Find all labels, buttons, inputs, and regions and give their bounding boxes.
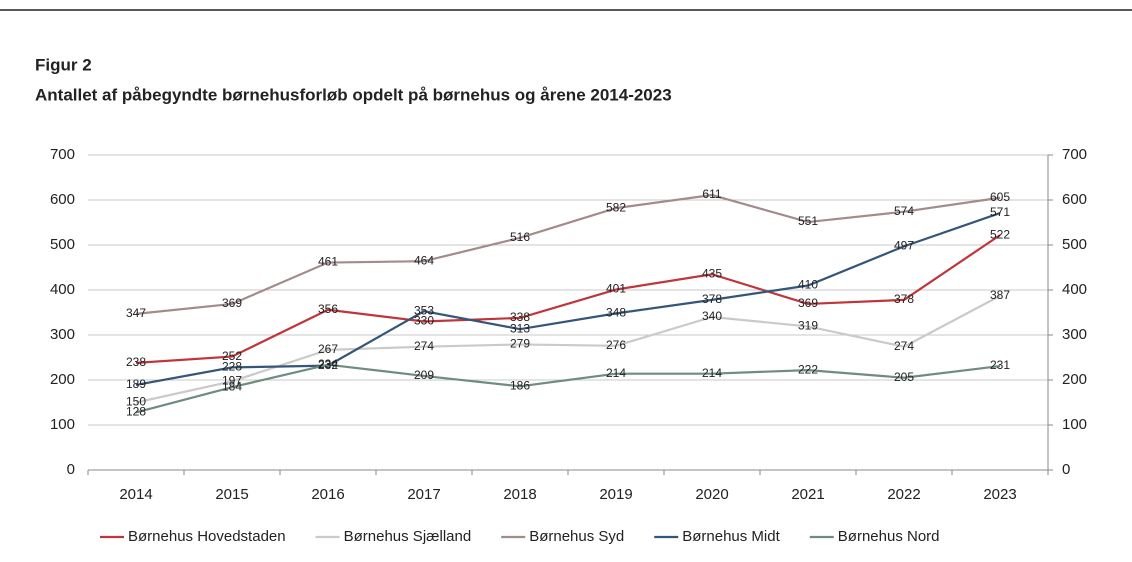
y-tick-label: 300 <box>50 326 75 343</box>
legend-label: Børnehus Sjælland <box>344 528 472 545</box>
y2-tick-label: 700 <box>1062 146 1087 163</box>
data-label: 209 <box>414 368 434 382</box>
data-label: 356 <box>318 302 338 316</box>
data-label: 338 <box>510 310 530 324</box>
data-label: 274 <box>894 339 914 353</box>
data-label: 464 <box>414 253 434 267</box>
data-label: 435 <box>702 266 722 280</box>
x-tick-label: 2023 <box>983 486 1016 503</box>
data-label: 551 <box>798 214 818 228</box>
data-label: 347 <box>126 306 146 320</box>
x-tick-label: 2015 <box>215 486 248 503</box>
x-tick-label: 2018 <box>503 486 536 503</box>
data-label: 353 <box>414 303 434 317</box>
y-tick-label: 500 <box>50 236 75 253</box>
series-line <box>135 212 1001 387</box>
data-label: 574 <box>894 204 914 218</box>
data-label: 571 <box>990 205 1010 219</box>
data-label: 611 <box>702 187 721 201</box>
data-label: 369 <box>798 296 818 310</box>
x-tick-label: 2014 <box>119 486 152 503</box>
data-label: 387 <box>990 288 1010 302</box>
y-tick-label: 100 <box>50 416 75 433</box>
data-label: 205 <box>894 370 914 384</box>
data-label: 330 <box>414 314 434 328</box>
data-label: 410 <box>798 278 818 292</box>
data-label: 214 <box>606 366 626 380</box>
y2-tick-label: 200 <box>1062 371 1087 388</box>
chart-title: Figur 2 <box>35 55 92 74</box>
data-label: 231 <box>990 358 1010 372</box>
data-label: 522 <box>990 227 1010 241</box>
series-line <box>135 294 1001 404</box>
y-tick-label: 400 <box>50 281 75 298</box>
data-label: 348 <box>606 306 626 320</box>
data-label: 232 <box>318 358 338 372</box>
y2-tick-label: 600 <box>1062 191 1087 208</box>
data-label: 238 <box>126 355 146 369</box>
legend-label: Børnehus Hovedstaden <box>128 528 286 545</box>
y-tick-label: 600 <box>50 191 75 208</box>
data-label: 197 <box>222 374 242 388</box>
legend-label: Børnehus Syd <box>529 528 624 545</box>
data-label: 267 <box>318 342 338 356</box>
y-tick-label: 0 <box>67 461 75 478</box>
y-tick-label: 700 <box>50 146 75 163</box>
data-label: 516 <box>510 230 530 244</box>
legend-label: Børnehus Midt <box>682 528 780 545</box>
data-label: 497 <box>894 239 914 253</box>
data-label: 319 <box>798 319 818 333</box>
data-label: 128 <box>126 405 146 419</box>
data-label: 605 <box>990 190 1010 204</box>
x-tick-label: 2017 <box>407 486 440 503</box>
data-label: 461 <box>318 255 338 269</box>
data-label: 378 <box>702 292 722 306</box>
x-tick-label: 2016 <box>311 486 344 503</box>
y-tick-label: 200 <box>50 371 75 388</box>
data-label: 340 <box>702 309 722 323</box>
data-label: 274 <box>414 339 434 353</box>
data-label: 234 <box>318 357 338 371</box>
data-label: 214 <box>702 366 722 380</box>
data-label: 150 <box>126 395 146 409</box>
data-label: 228 <box>222 360 242 374</box>
data-label: 252 <box>222 349 242 363</box>
series-line <box>135 363 1001 414</box>
data-label: 276 <box>606 338 626 352</box>
data-label: 222 <box>798 362 818 376</box>
x-tick-label: 2020 <box>695 486 728 503</box>
y2-tick-label: 100 <box>1062 416 1087 433</box>
y2-tick-label: 300 <box>1062 326 1087 343</box>
x-tick-label: 2019 <box>599 486 632 503</box>
data-label: 582 <box>606 200 626 214</box>
data-label: 313 <box>510 321 530 335</box>
data-label: 369 <box>222 296 242 310</box>
series-line <box>135 234 1001 364</box>
data-label: 401 <box>606 282 626 296</box>
series-line <box>135 193 1001 315</box>
y2-tick-label: 0 <box>1062 461 1070 478</box>
legend-label: Børnehus Nord <box>838 528 940 545</box>
y2-tick-label: 400 <box>1062 281 1087 298</box>
chart-subtitle: Antallet af påbegyndte børnehusforløb op… <box>35 85 672 104</box>
data-label: 279 <box>510 337 530 351</box>
data-label: 189 <box>126 377 146 391</box>
data-label: 186 <box>510 378 530 392</box>
data-label: 184 <box>222 379 242 393</box>
y2-tick-label: 500 <box>1062 236 1087 253</box>
data-label: 378 <box>894 292 914 306</box>
x-tick-label: 2022 <box>887 486 920 503</box>
x-tick-label: 2021 <box>791 486 824 503</box>
